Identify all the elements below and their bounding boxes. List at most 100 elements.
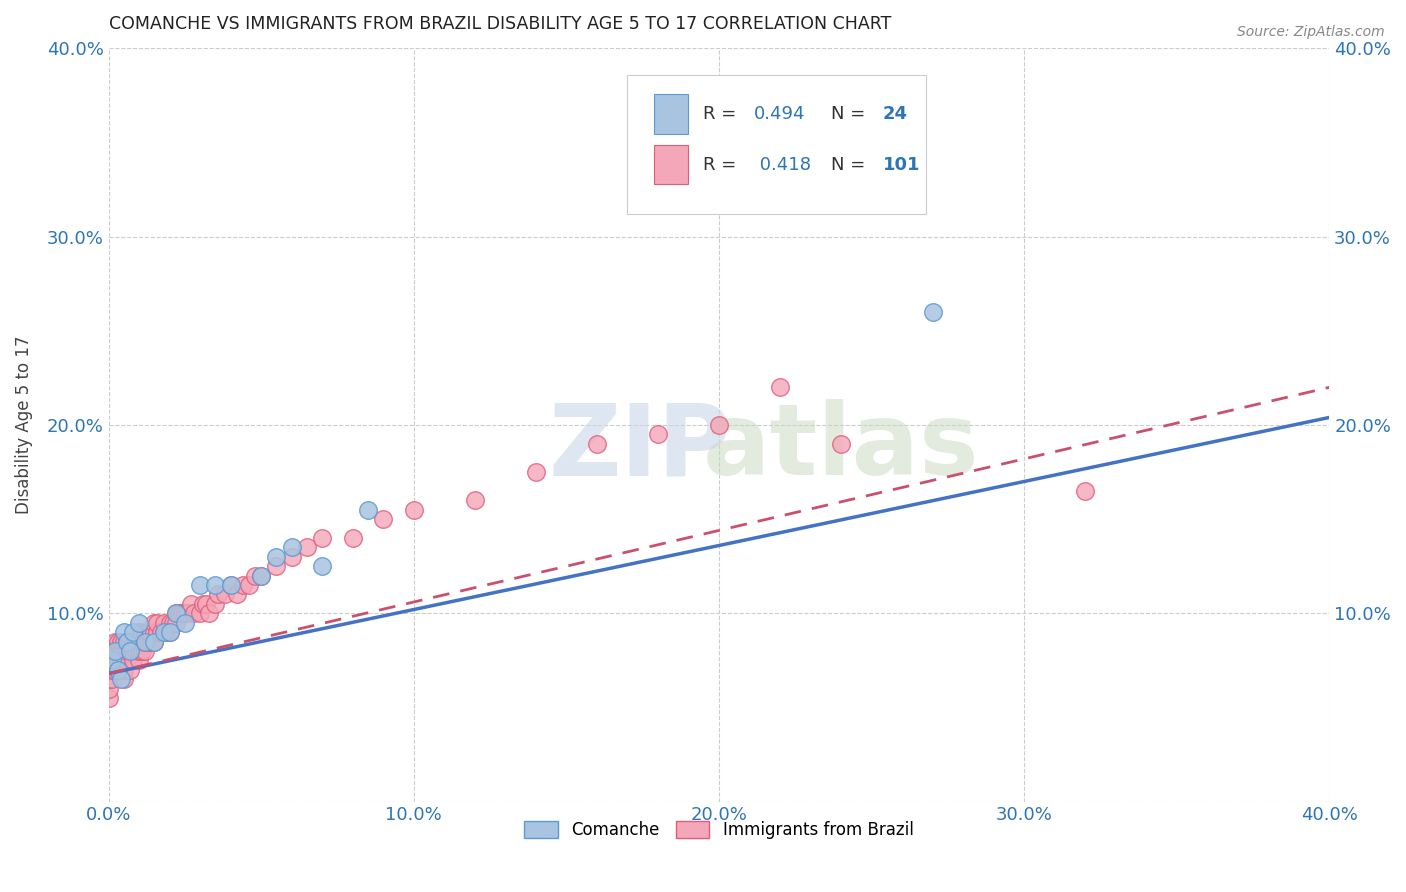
Point: [122, 625, 145, 640]
Point: [112, 653, 135, 667]
Point: [174, 607, 197, 621]
Point: [97, 663, 120, 677]
Point: [195, 597, 218, 611]
Point: [830, 437, 852, 451]
Point: [311, 559, 333, 574]
Point: [128, 615, 150, 630]
Point: [107, 634, 129, 648]
Point: [167, 607, 190, 621]
Point: [193, 597, 215, 611]
Point: [204, 597, 226, 611]
Point: [180, 597, 202, 611]
Point: [280, 549, 302, 564]
Point: [134, 625, 156, 640]
Point: [97, 653, 120, 667]
Point: [131, 634, 153, 648]
Bar: [654, 95, 689, 134]
Point: [464, 493, 486, 508]
Point: [238, 578, 260, 592]
Point: [143, 625, 166, 640]
Legend: Comanche, Immigrants from Brazil: Comanche, Immigrants from Brazil: [517, 814, 921, 846]
Point: [295, 541, 318, 555]
Point: [100, 663, 122, 677]
Point: [107, 653, 129, 667]
Point: [110, 653, 132, 667]
Point: [104, 653, 127, 667]
Point: [146, 625, 169, 640]
Point: [100, 644, 122, 658]
Point: [769, 380, 792, 394]
Point: [146, 615, 169, 630]
Point: [143, 615, 166, 630]
Point: [112, 672, 135, 686]
Point: [128, 625, 150, 640]
Point: [921, 305, 943, 319]
Bar: [654, 145, 689, 184]
Point: [110, 644, 132, 658]
Point: [112, 625, 135, 640]
Point: [107, 663, 129, 677]
Point: [136, 625, 159, 640]
Point: [586, 437, 609, 451]
Point: [311, 531, 333, 545]
Point: [219, 578, 242, 592]
Point: [118, 644, 141, 658]
Point: [112, 644, 135, 658]
Point: [266, 559, 288, 574]
Text: Source: ZipAtlas.com: Source: ZipAtlas.com: [1237, 25, 1385, 39]
Point: [232, 578, 254, 592]
Point: [707, 417, 730, 432]
Point: [162, 615, 184, 630]
Point: [100, 653, 122, 667]
Point: [155, 625, 177, 640]
Point: [107, 644, 129, 658]
Point: [118, 663, 141, 677]
Text: R =: R =: [703, 105, 742, 123]
Point: [250, 568, 273, 582]
Point: [122, 634, 145, 648]
Point: [128, 653, 150, 667]
Point: [131, 644, 153, 658]
Text: N =: N =: [831, 156, 872, 174]
Point: [134, 634, 156, 648]
Point: [143, 634, 166, 648]
Text: COMANCHE VS IMMIGRANTS FROM BRAZIL DISABILITY AGE 5 TO 17 CORRELATION CHART: COMANCHE VS IMMIGRANTS FROM BRAZIL DISAB…: [108, 15, 891, 33]
Point: [112, 663, 135, 677]
Y-axis label: Disability Age 5 to 17: Disability Age 5 to 17: [15, 335, 32, 515]
Point: [112, 634, 135, 648]
Point: [177, 607, 200, 621]
Point: [373, 512, 395, 526]
Point: [402, 502, 425, 516]
Text: N =: N =: [831, 105, 872, 123]
Point: [118, 634, 141, 648]
Point: [115, 634, 138, 648]
Point: [97, 691, 120, 706]
Text: R =: R =: [703, 156, 742, 174]
Point: [107, 663, 129, 677]
Point: [159, 615, 181, 630]
Point: [1074, 483, 1097, 498]
Point: [149, 625, 172, 640]
Point: [204, 578, 226, 592]
Point: [128, 634, 150, 648]
FancyBboxPatch shape: [627, 75, 927, 214]
Point: [342, 531, 364, 545]
Point: [104, 644, 127, 658]
Point: [97, 681, 120, 696]
Point: [100, 653, 122, 667]
Point: [125, 634, 148, 648]
Point: [266, 549, 288, 564]
Point: [97, 653, 120, 667]
Point: [104, 663, 127, 677]
Point: [118, 644, 141, 658]
Point: [115, 653, 138, 667]
Text: 0.494: 0.494: [755, 105, 806, 123]
Point: [174, 615, 197, 630]
Point: [198, 607, 221, 621]
Point: [165, 615, 187, 630]
Point: [159, 625, 181, 640]
Point: [207, 587, 229, 601]
Point: [165, 607, 187, 621]
Point: [97, 672, 120, 686]
Point: [188, 607, 211, 621]
